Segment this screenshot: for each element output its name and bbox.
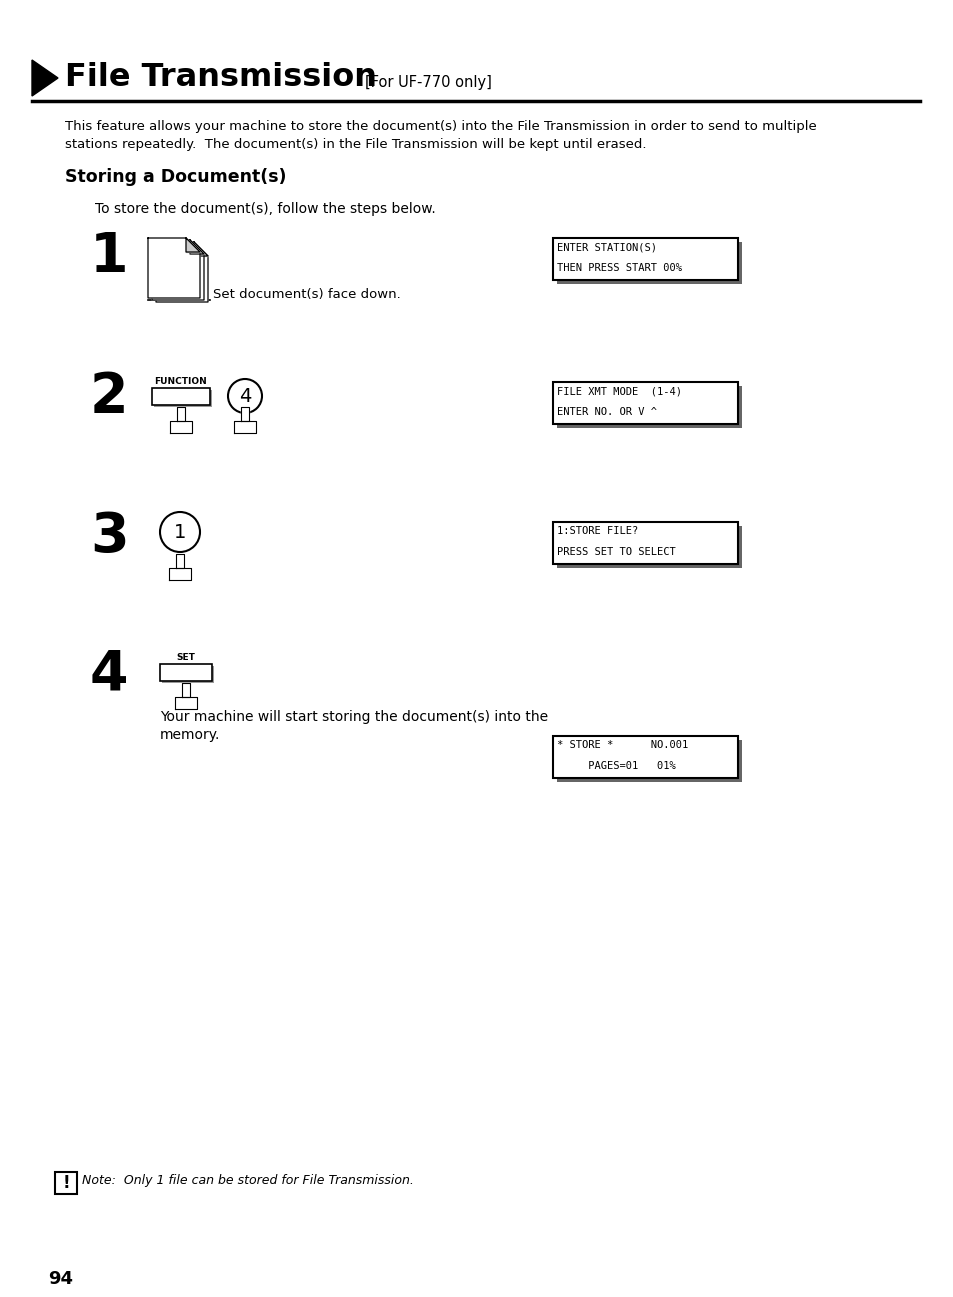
Text: FILE XMT MODE  (1-4): FILE XMT MODE (1-4) (557, 387, 681, 396)
Text: This feature allows your machine to store the document(s) into the File Transmis: This feature allows your machine to stor… (65, 121, 816, 134)
Text: ENTER STATION(S): ENTER STATION(S) (557, 243, 657, 252)
Polygon shape (175, 554, 184, 568)
Bar (162, 665, 213, 684)
Text: To store the document(s), follow the steps below.: To store the document(s), follow the ste… (95, 202, 436, 217)
Bar (160, 664, 212, 681)
Text: memory.: memory. (160, 728, 220, 742)
Text: 4: 4 (238, 387, 251, 406)
Polygon shape (186, 239, 200, 252)
Text: Note:  Only 1 file can be stored for File Transmission.: Note: Only 1 file can be stored for File… (82, 1174, 414, 1187)
Text: PAGES=01   01%: PAGES=01 01% (557, 761, 675, 770)
Text: FUNCTION: FUNCTION (154, 377, 207, 387)
Polygon shape (190, 240, 204, 254)
Text: 94: 94 (48, 1270, 73, 1288)
Polygon shape (193, 243, 208, 256)
Text: Your machine will start storing the document(s) into the: Your machine will start storing the docu… (160, 709, 548, 724)
Text: [For UF-770 only]: [For UF-770 only] (365, 75, 492, 91)
Bar (557, 387, 741, 428)
Polygon shape (233, 422, 255, 433)
Polygon shape (174, 696, 196, 709)
Bar (553, 383, 738, 424)
Bar (152, 388, 210, 405)
Text: PRESS SET TO SELECT: PRESS SET TO SELECT (557, 547, 675, 556)
Bar (55, 1172, 77, 1195)
Text: Set document(s) face down.: Set document(s) face down. (213, 288, 400, 301)
Text: Storing a Document(s): Storing a Document(s) (65, 169, 286, 185)
Bar (557, 527, 741, 568)
Polygon shape (177, 407, 185, 422)
Polygon shape (182, 684, 190, 696)
Text: THEN PRESS START 00%: THEN PRESS START 00% (557, 263, 681, 272)
Polygon shape (170, 422, 192, 433)
Circle shape (228, 379, 262, 412)
Text: 1: 1 (90, 230, 129, 284)
Circle shape (160, 512, 200, 553)
Text: 2: 2 (90, 370, 129, 424)
Polygon shape (148, 239, 200, 298)
Polygon shape (32, 60, 58, 96)
Text: 1:STORE FILE?: 1:STORE FILE? (557, 527, 638, 536)
Text: stations repeatedly.  The document(s) in the File Transmission will be kept unti: stations repeatedly. The document(s) in … (65, 137, 646, 150)
Polygon shape (241, 407, 249, 422)
Text: 4: 4 (90, 648, 129, 702)
Bar (557, 741, 741, 782)
Bar (553, 239, 738, 280)
Polygon shape (152, 240, 204, 300)
Text: ENTER NO. OR V ^: ENTER NO. OR V ^ (557, 407, 657, 418)
Text: !: ! (62, 1174, 70, 1192)
Text: 3: 3 (90, 510, 129, 564)
Text: * STORE *      NO.001: * STORE * NO.001 (557, 741, 687, 750)
Bar (153, 390, 212, 407)
Bar (557, 243, 741, 284)
Polygon shape (169, 568, 191, 580)
Bar (553, 735, 738, 778)
Text: 1: 1 (173, 523, 186, 542)
Text: File Transmission: File Transmission (65, 62, 376, 93)
Text: SET: SET (176, 652, 195, 661)
Polygon shape (156, 243, 208, 302)
Bar (553, 521, 738, 564)
